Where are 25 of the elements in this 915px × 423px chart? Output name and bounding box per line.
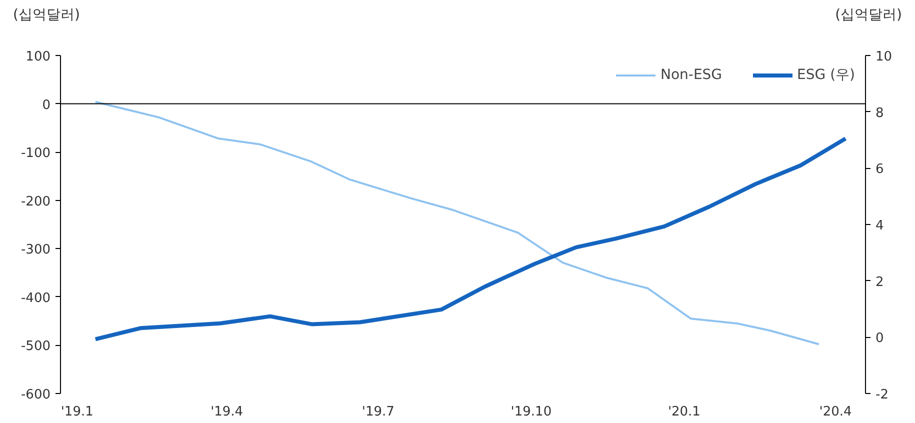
y2-axis-title: (십억달러)	[835, 6, 902, 25]
y2-tick-label: 10	[876, 50, 892, 64]
y2-tick-label: 6	[876, 162, 884, 178]
y2-tick-label: 0	[876, 331, 884, 346]
y-tick-label: -400	[20, 290, 51, 306]
y-tick-label: 0	[42, 98, 51, 113]
y2-tick-label: 8	[876, 106, 884, 121]
y-axis-title: (십억달러)	[13, 6, 80, 25]
x-tick-label: '19.7	[362, 404, 394, 420]
y-tick-label: 100	[26, 50, 51, 64]
y-tick-label: -500	[20, 339, 51, 354]
y2-tick-label: 4	[876, 218, 884, 234]
y2-tick-label: 2	[876, 274, 884, 290]
x-tick-label: '20.1	[668, 404, 700, 420]
legend-label: ESG (우)	[797, 66, 855, 84]
y-tick-label: -200	[20, 194, 51, 210]
y-tick-label: -100	[20, 146, 51, 162]
x-tick-label: '19.4	[210, 404, 244, 420]
y-tick-label: -300	[20, 242, 51, 258]
x-tick-label: '19.10	[510, 404, 552, 420]
x-tick-label: '20.4	[819, 404, 852, 420]
y2-tick-label: -2	[876, 388, 888, 402]
y-tick-label: -600	[20, 388, 51, 402]
legend-label: Non-ESG	[660, 67, 722, 83]
x-tick-label: '19.1	[60, 404, 94, 420]
